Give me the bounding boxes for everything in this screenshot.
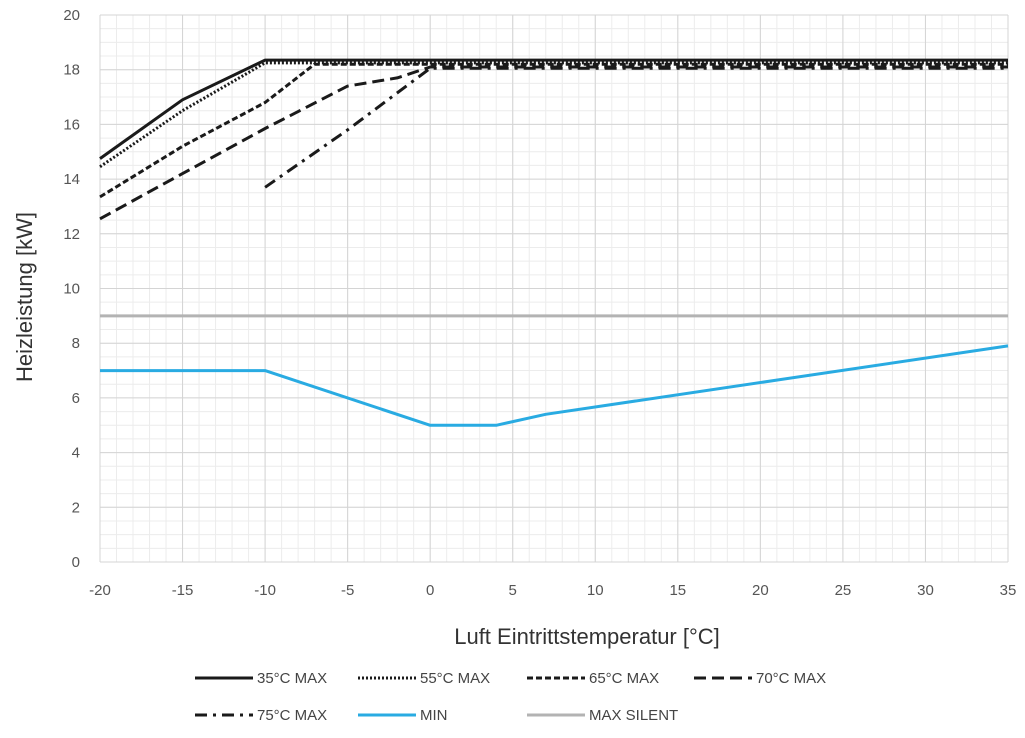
legend-item: MIN (358, 707, 448, 724)
y-tick-label: 14 (63, 171, 80, 188)
series-line-65-c-max (100, 64, 1008, 197)
x-tick-label: -10 (254, 582, 276, 599)
x-tick-label: 25 (835, 582, 852, 599)
series-line-55-c-max (100, 63, 1008, 167)
legend-item: 70°C MAX (694, 670, 826, 687)
x-tick-label: 30 (917, 582, 934, 599)
x-tick-label: 20 (752, 582, 769, 599)
y-tick-label: 6 (72, 390, 80, 407)
legend-label: 70°C MAX (756, 670, 826, 687)
y-tick-label: 4 (72, 445, 80, 462)
x-tick-label: -15 (172, 582, 194, 599)
y-axis-label: Heizleistung [kW] (12, 212, 37, 382)
y-tick-label: 10 (63, 281, 80, 298)
series-line-75-c-max (265, 68, 1008, 187)
legend-label: 55°C MAX (420, 670, 490, 687)
x-tick-label: 0 (426, 582, 434, 599)
legend-item: 35°C MAX (195, 670, 327, 687)
x-axis-label: Luft Eintrittstemperatur [°C] (454, 624, 720, 649)
x-tick-label: -5 (341, 582, 354, 599)
y-tick-label: 20 (63, 7, 80, 24)
y-axis-ticks: 0 2 4 6 8 10 12 14 16 18 20 (63, 7, 80, 571)
legend-label: MIN (420, 707, 448, 724)
legend-item: 55°C MAX (358, 670, 490, 687)
legend: 35°C MAX 55°C MAX 65°C MAX 70°C MAX 75°C MAX… (195, 670, 826, 724)
y-tick-label: 18 (63, 62, 80, 79)
y-tick-label: 12 (63, 226, 80, 243)
legend-label: MAX SILENT (589, 707, 678, 724)
y-tick-label: 16 (63, 116, 80, 133)
x-tick-label: 35 (1000, 582, 1017, 599)
x-tick-label: 15 (669, 582, 686, 599)
y-tick-label: 0 (72, 554, 80, 571)
y-tick-label: 2 (72, 499, 80, 516)
legend-item: 75°C MAX (195, 707, 327, 724)
x-tick-label: 10 (587, 582, 604, 599)
y-tick-label: 8 (72, 335, 80, 352)
legend-label: 65°C MAX (589, 670, 659, 687)
legend-label: 75°C MAX (257, 707, 327, 724)
legend-item: 65°C MAX (527, 670, 659, 687)
series-line-70-c-max (100, 67, 1008, 219)
x-tick-label: -20 (89, 582, 111, 599)
legend-item: MAX SILENT (527, 707, 678, 724)
legend-label: 35°C MAX (257, 670, 327, 687)
series-line-min (100, 346, 1008, 425)
x-tick-label: 5 (509, 582, 517, 599)
x-axis-ticks: -20 -15 -10 -5 0 5 10 15 20 25 30 35 (89, 582, 1016, 599)
